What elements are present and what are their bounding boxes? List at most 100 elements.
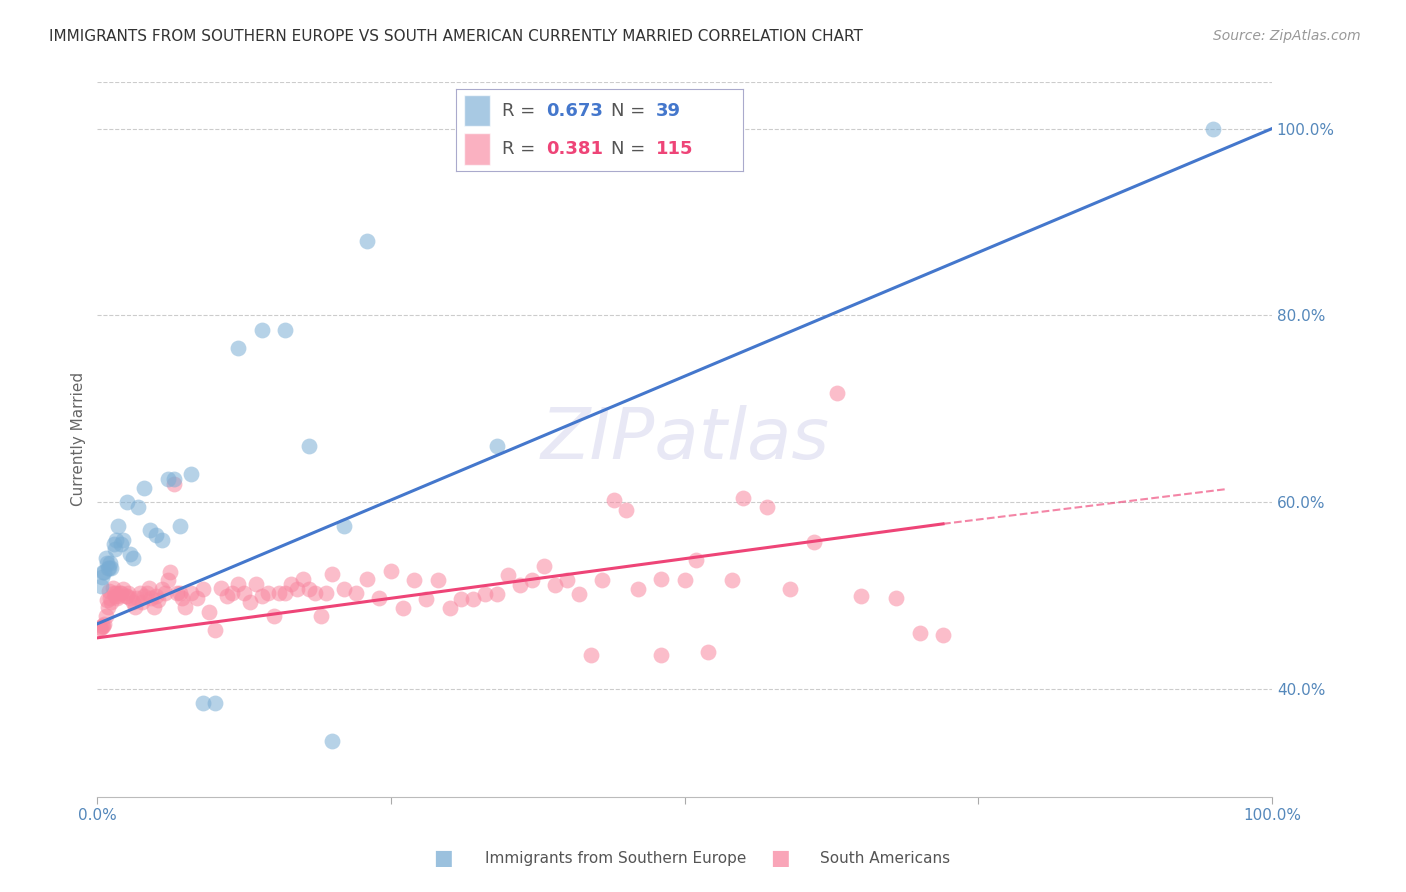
Point [650, 572, 672, 586]
Point [250, 322, 273, 336]
Point [356, 572, 378, 586]
Point [145, 589, 167, 603]
Point [98, 584, 121, 599]
Point [127, 591, 149, 605]
Point [309, 609, 332, 624]
Point [159, 566, 181, 580]
Point [803, 534, 825, 549]
Point [115, 589, 138, 603]
Point [245, 576, 267, 591]
Point [150, 582, 173, 597]
Point [91, 618, 114, 632]
Point [186, 591, 208, 605]
Point [98, 556, 121, 570]
Point [103, 537, 125, 551]
Point [568, 587, 591, 601]
Point [150, 533, 173, 547]
Point [697, 645, 720, 659]
Point [148, 593, 170, 607]
Point [908, 626, 931, 640]
Point [755, 500, 778, 514]
Point [485, 587, 508, 601]
Point [180, 586, 202, 600]
Point [169, 586, 191, 600]
Point [120, 591, 142, 605]
Point [304, 586, 326, 600]
Text: ZIPatlas: ZIPatlas [540, 405, 830, 474]
Point [427, 573, 450, 587]
Point [100, 595, 122, 609]
Point [139, 524, 162, 538]
Point [256, 586, 278, 600]
Point [520, 573, 543, 587]
Point [163, 472, 186, 486]
Point [827, 386, 849, 401]
Point [93, 616, 115, 631]
Point [321, 733, 343, 747]
Point [134, 481, 156, 495]
Point [134, 589, 156, 603]
Point [498, 568, 520, 582]
Point [115, 495, 138, 509]
Point [141, 591, 163, 605]
Point [463, 591, 485, 606]
Point [103, 586, 125, 600]
Point [91, 570, 114, 584]
Point [93, 566, 115, 580]
Point [98, 561, 121, 575]
Point [107, 518, 129, 533]
Point [485, 439, 508, 453]
Point [98, 591, 121, 605]
Point [120, 547, 142, 561]
Point [124, 599, 146, 614]
Point [215, 589, 238, 603]
Point [274, 322, 297, 336]
Point [239, 595, 262, 609]
Point [117, 586, 139, 600]
Point [779, 582, 801, 597]
Point [474, 587, 496, 601]
Point [121, 551, 143, 566]
Text: IMMIGRANTS FROM SOUTHERN EUROPE VS SOUTH AMERICAN CURRENTLY MARRIED CORRELATION : IMMIGRANTS FROM SOUTHERN EUROPE VS SOUTH… [49, 29, 863, 44]
Point [145, 528, 167, 542]
Point [509, 577, 531, 591]
Point [127, 500, 149, 514]
Point [180, 467, 202, 482]
Text: Immigrants from Southern Europe: Immigrants from Southern Europe [485, 851, 747, 865]
Point [100, 561, 122, 575]
Point [209, 582, 232, 596]
Point [90, 579, 112, 593]
Point [544, 577, 567, 591]
Point [579, 648, 602, 662]
Point [105, 533, 128, 547]
Point [91, 618, 114, 632]
Point [97, 599, 120, 614]
Point [344, 586, 367, 600]
Point [104, 542, 127, 557]
Point [391, 601, 413, 615]
Point [380, 564, 402, 578]
Point [90, 622, 112, 636]
Point [191, 582, 214, 597]
Point [108, 586, 131, 600]
Point [627, 582, 650, 597]
Point [166, 586, 188, 600]
Point [204, 696, 226, 710]
Point [142, 599, 165, 614]
Point [439, 601, 461, 615]
Text: Source: ZipAtlas.com: Source: ZipAtlas.com [1213, 29, 1361, 43]
Point [121, 595, 143, 609]
Point [89, 622, 111, 636]
Point [849, 589, 872, 603]
Point [685, 553, 707, 567]
Point [191, 696, 214, 710]
Point [91, 566, 114, 580]
Point [603, 493, 626, 508]
Point [263, 609, 285, 624]
Point [156, 472, 179, 486]
Text: ■: ■ [770, 848, 790, 868]
Point [226, 341, 249, 355]
Point [280, 576, 302, 591]
Point [112, 533, 135, 547]
Point [94, 551, 117, 566]
